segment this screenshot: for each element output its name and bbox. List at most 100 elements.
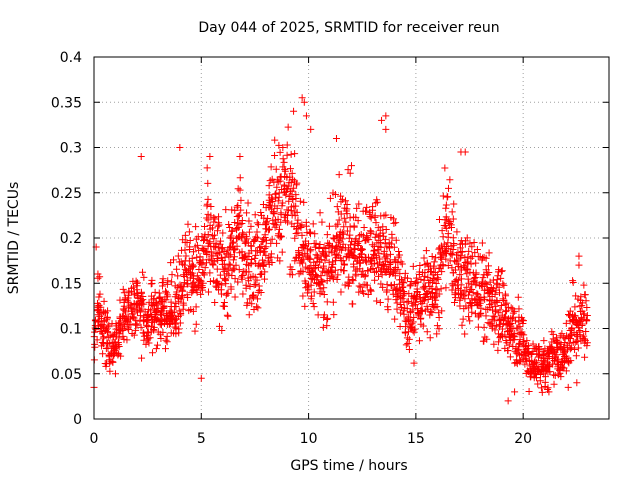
data-point — [515, 305, 523, 313]
data-point — [378, 271, 386, 279]
data-point — [462, 237, 470, 245]
data-point — [170, 256, 178, 264]
data-point — [286, 165, 294, 173]
data-point — [320, 264, 328, 272]
data-point — [221, 302, 229, 310]
data-point — [139, 296, 147, 304]
data-point — [192, 223, 200, 231]
data-point — [234, 278, 242, 286]
data-point — [549, 335, 557, 343]
data-point — [260, 235, 268, 243]
data-point — [276, 148, 284, 156]
data-point — [468, 243, 476, 251]
data-point — [320, 284, 328, 292]
data-point — [430, 274, 438, 282]
data-point — [498, 267, 506, 275]
data-point — [367, 214, 375, 222]
data-point — [303, 283, 311, 291]
data-point — [456, 271, 464, 279]
data-point — [148, 279, 156, 287]
data-point — [566, 345, 574, 353]
data-point — [320, 243, 328, 251]
data-point — [195, 265, 203, 273]
data-point — [380, 247, 388, 255]
data-point — [403, 274, 411, 282]
data-point — [159, 328, 167, 336]
data-point — [267, 163, 275, 171]
data-point — [279, 199, 287, 207]
data-point — [337, 210, 345, 218]
data-point — [168, 271, 176, 279]
data-point — [410, 328, 418, 336]
data-point — [571, 303, 579, 311]
data-point — [310, 265, 318, 273]
data-point — [558, 330, 566, 338]
data-point — [323, 252, 331, 260]
data-point — [432, 286, 440, 294]
data-point — [235, 211, 243, 219]
data-point — [575, 261, 583, 269]
data-point — [494, 346, 502, 354]
x-tick-label: 20 — [514, 431, 532, 447]
data-point — [382, 125, 390, 133]
data-point — [290, 107, 298, 115]
data-point — [410, 314, 418, 322]
data-point — [385, 270, 393, 278]
data-point — [417, 306, 425, 314]
data-point — [352, 272, 360, 280]
data-point — [557, 373, 565, 381]
y-tick-label: 0.15 — [51, 276, 82, 292]
data-point — [485, 249, 493, 257]
data-point — [247, 222, 255, 230]
data-point — [497, 267, 505, 275]
data-point — [405, 346, 413, 354]
data-point — [207, 203, 215, 211]
data-point — [402, 323, 410, 331]
data-point — [581, 291, 589, 299]
y-tick-label: 0.35 — [51, 95, 82, 111]
data-point — [219, 229, 227, 237]
grid-lines — [94, 57, 609, 419]
data-point — [442, 255, 450, 263]
data-point — [182, 252, 190, 260]
data-point — [218, 326, 226, 334]
data-point — [531, 357, 539, 365]
data-point — [201, 264, 209, 272]
data-point — [428, 309, 436, 317]
data-point — [498, 325, 506, 333]
data-point — [353, 204, 361, 212]
data-point — [247, 259, 255, 267]
data-point — [537, 371, 545, 379]
data-point — [188, 269, 196, 277]
data-point — [340, 260, 348, 268]
data-point — [562, 319, 570, 327]
data-point — [204, 230, 212, 238]
data-point — [267, 250, 275, 258]
data-point — [261, 233, 269, 241]
data-point — [448, 208, 456, 216]
data-point — [340, 223, 348, 231]
data-point — [464, 275, 472, 283]
data-point — [204, 179, 212, 187]
data-point — [456, 244, 464, 252]
data-point — [463, 258, 471, 266]
data-point — [211, 299, 219, 307]
data-point — [355, 282, 363, 290]
data-point — [399, 278, 407, 286]
data-point — [152, 345, 160, 353]
data-point — [209, 261, 217, 269]
data-point — [310, 303, 318, 311]
data-point — [162, 336, 170, 344]
data-point — [224, 312, 232, 320]
data-point — [493, 297, 501, 305]
data-point — [181, 231, 189, 239]
data-point — [204, 195, 212, 203]
data-point — [409, 306, 417, 314]
data-point — [487, 320, 495, 328]
x-tick-label: 10 — [300, 431, 318, 447]
data-point — [196, 253, 204, 261]
data-point — [298, 231, 306, 239]
data-point — [217, 286, 225, 294]
data-point — [132, 320, 140, 328]
data-point — [423, 328, 431, 336]
